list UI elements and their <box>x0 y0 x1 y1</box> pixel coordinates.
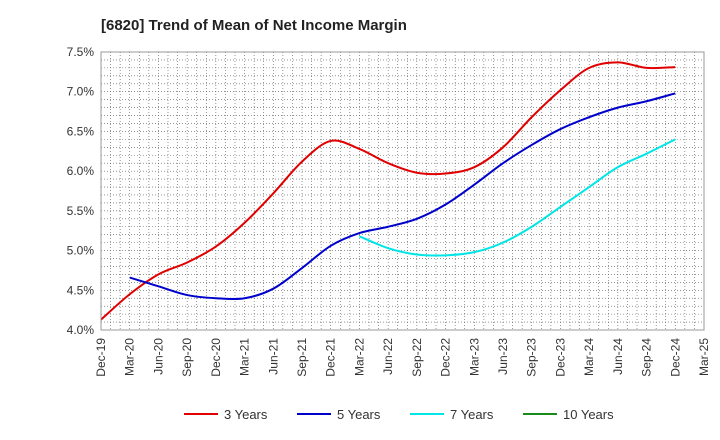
x-axis-ticks: Dec-19 Mar-20 Jun-20 Sep-20 Dec-20 Mar-21 Jun-… <box>94 338 711 377</box>
y-tick-label: 6.5% <box>67 124 95 138</box>
x-tick-label: Jun-23 <box>496 338 510 375</box>
series-line-5-years <box>129 92 676 301</box>
legend-label-3-years: 3 Years <box>224 407 268 422</box>
x-tick-label: Sep-23 <box>525 338 539 377</box>
x-tick-label: Mar-20 <box>123 338 137 376</box>
y-tick-label: 7.0% <box>67 85 95 99</box>
x-tick-label: Dec-24 <box>668 338 682 377</box>
y-tick-label: 5.5% <box>67 204 95 218</box>
y-tick-label: 4.5% <box>67 283 95 297</box>
x-tick-label: Mar-23 <box>467 338 481 376</box>
legend: 3 Years 5 Years 7 Years 10 Years <box>184 407 614 422</box>
y-tick-label: 6.0% <box>67 164 95 178</box>
x-tick-label: Dec-21 <box>324 338 338 377</box>
x-tick-label: Sep-20 <box>180 338 194 377</box>
x-tick-label: Dec-19 <box>94 338 108 377</box>
x-tick-label: Jun-21 <box>266 338 280 375</box>
chart-title: [6820] Trend of Mean of Net Income Margi… <box>101 17 407 34</box>
x-tick-label: Sep-22 <box>410 338 424 377</box>
series-line-7-years <box>359 138 676 257</box>
y-tick-label: 7.5% <box>67 45 95 59</box>
y-tick-label: 5.0% <box>67 244 95 258</box>
series-line-3-years <box>100 61 676 321</box>
y-tick-label: 4.0% <box>67 323 95 337</box>
x-tick-label: Dec-22 <box>439 338 453 377</box>
x-tick-label: Mar-21 <box>238 338 252 376</box>
x-tick-label: Dec-20 <box>209 338 223 377</box>
legend-label-7-years: 7 Years <box>450 407 494 422</box>
x-tick-label: Sep-21 <box>295 338 309 377</box>
x-tick-label: Dec-23 <box>553 338 567 377</box>
x-tick-label: Mar-22 <box>352 338 366 376</box>
legend-label-10-years: 10 Years <box>563 407 614 422</box>
legend-label-5-years: 5 Years <box>337 407 381 422</box>
x-tick-label: Mar-24 <box>582 338 596 376</box>
x-tick-label: Mar-25 <box>697 338 711 376</box>
x-tick-label: Jun-20 <box>151 338 165 375</box>
y-axis-ticks: 4.0% 4.5% 5.0% 5.5% 6.0% 6.5% 7.0% 7.5% <box>67 45 95 337</box>
x-tick-label: Sep-24 <box>640 338 654 377</box>
grid <box>100 51 705 331</box>
plot-frame <box>100 51 705 331</box>
series-lines <box>100 61 676 321</box>
x-tick-label: Jun-22 <box>381 338 395 375</box>
x-tick-label: Jun-24 <box>611 338 625 375</box>
